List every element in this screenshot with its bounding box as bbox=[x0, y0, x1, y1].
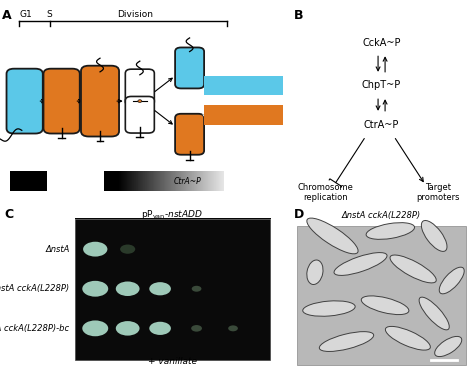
Bar bbox=[204, 76, 283, 95]
Circle shape bbox=[116, 321, 139, 336]
Circle shape bbox=[191, 325, 202, 332]
Text: ΔnstA cckA(L228P): ΔnstA cckA(L228P) bbox=[342, 211, 421, 220]
Circle shape bbox=[149, 322, 171, 335]
Circle shape bbox=[149, 282, 171, 296]
Ellipse shape bbox=[439, 267, 464, 294]
Ellipse shape bbox=[334, 253, 387, 275]
FancyBboxPatch shape bbox=[7, 69, 43, 134]
Circle shape bbox=[120, 244, 135, 254]
Ellipse shape bbox=[421, 220, 447, 251]
Text: Chromosome
replication: Chromosome replication bbox=[298, 183, 354, 203]
FancyBboxPatch shape bbox=[125, 96, 155, 133]
FancyBboxPatch shape bbox=[175, 114, 204, 155]
Text: D: D bbox=[294, 208, 304, 221]
Ellipse shape bbox=[319, 332, 374, 351]
Text: CckA kinase: CckA kinase bbox=[216, 81, 271, 90]
Text: S: S bbox=[46, 10, 52, 19]
Text: + vanillate: + vanillate bbox=[148, 357, 197, 366]
Ellipse shape bbox=[361, 296, 409, 315]
Ellipse shape bbox=[307, 218, 358, 254]
Circle shape bbox=[82, 320, 108, 336]
Text: CckA~P: CckA~P bbox=[362, 38, 401, 48]
Text: pP$_{\mathregular{van}}$-$\it{nstADD}$: pP$_{\mathregular{van}}$-$\it{nstADD}$ bbox=[141, 208, 203, 221]
Text: B: B bbox=[294, 9, 303, 22]
Text: G1: G1 bbox=[20, 10, 32, 19]
FancyBboxPatch shape bbox=[175, 48, 204, 88]
Circle shape bbox=[83, 242, 108, 256]
Bar bbox=[75, 219, 270, 360]
Bar bbox=[204, 105, 283, 125]
Ellipse shape bbox=[390, 255, 436, 283]
Ellipse shape bbox=[419, 297, 449, 330]
FancyBboxPatch shape bbox=[44, 69, 80, 134]
Text: CtrA~P: CtrA~P bbox=[15, 177, 43, 186]
Circle shape bbox=[82, 281, 108, 297]
Ellipse shape bbox=[307, 260, 323, 285]
FancyBboxPatch shape bbox=[81, 66, 119, 136]
FancyBboxPatch shape bbox=[125, 69, 155, 106]
Circle shape bbox=[228, 326, 238, 332]
Circle shape bbox=[138, 100, 142, 102]
Ellipse shape bbox=[385, 326, 430, 350]
Text: Division: Division bbox=[118, 10, 154, 19]
Text: CckA phosphatase: CckA phosphatase bbox=[202, 110, 285, 119]
Circle shape bbox=[191, 286, 201, 292]
Text: CtrA~P: CtrA~P bbox=[364, 120, 399, 129]
Ellipse shape bbox=[435, 336, 462, 357]
Text: ΔnstA cckA(L228P): ΔnstA cckA(L228P) bbox=[0, 284, 70, 293]
Text: ChpT~P: ChpT~P bbox=[362, 81, 401, 90]
Bar bbox=[297, 226, 466, 364]
Ellipse shape bbox=[366, 223, 415, 239]
Text: ΔnstA cckA(L228P)-bc: ΔnstA cckA(L228P)-bc bbox=[0, 324, 70, 333]
Bar bbox=[10, 171, 47, 191]
Circle shape bbox=[116, 282, 139, 296]
Ellipse shape bbox=[303, 301, 355, 316]
Text: Target
promoters: Target promoters bbox=[416, 183, 459, 203]
Text: C: C bbox=[5, 208, 14, 221]
Text: A: A bbox=[2, 9, 11, 22]
Text: ΔnstA: ΔnstA bbox=[45, 244, 70, 254]
